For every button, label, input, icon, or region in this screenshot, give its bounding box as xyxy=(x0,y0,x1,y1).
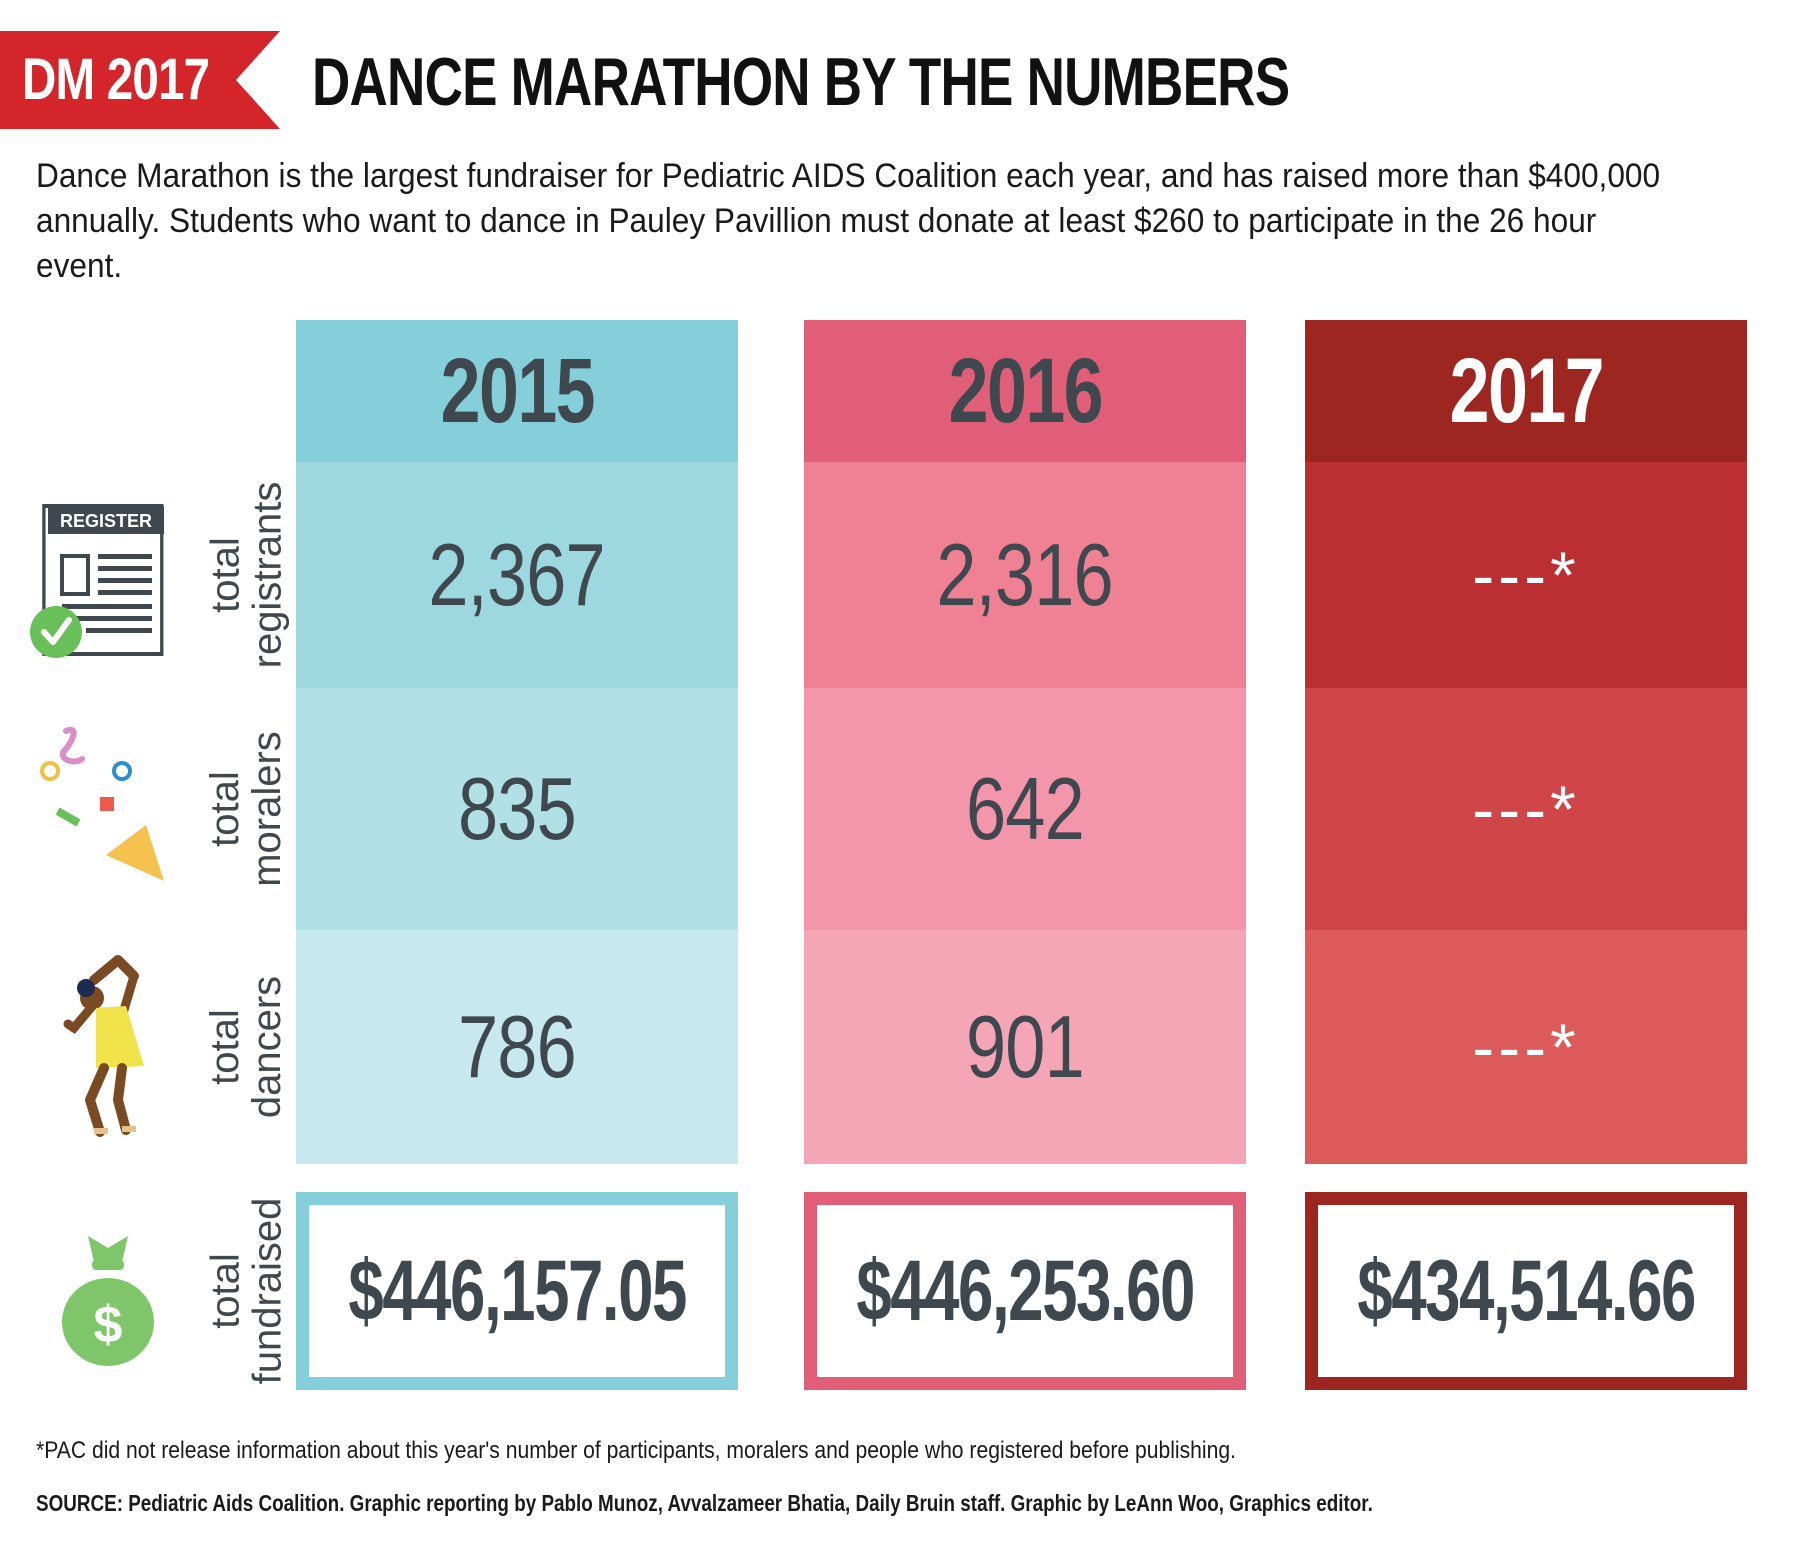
registrants-value: ---* xyxy=(1472,538,1580,612)
fundraised-value: $446,253.60 xyxy=(856,1242,1195,1339)
registrants-value: 2,367 xyxy=(428,525,606,624)
tag-label: DM 2017 xyxy=(22,47,210,112)
dancers-value: ---* xyxy=(1472,1010,1580,1084)
footnote: *PAC did not release information about t… xyxy=(36,1437,1236,1464)
cell-registrants-2017: ---* xyxy=(1305,462,1747,688)
page-title: DANCE MARATHON BY THE NUMBERS xyxy=(312,44,1290,120)
moralers-value: 642 xyxy=(966,759,1085,858)
year-label: 2015 xyxy=(440,339,595,442)
cell-registrants-2015: 2,367 xyxy=(296,462,738,688)
cell-moralers-2016: 642 xyxy=(804,688,1246,930)
moralers-value: ---* xyxy=(1472,772,1580,846)
fundraised-box-2015: $446,157.05 xyxy=(296,1192,738,1390)
cell-moralers-2017: ---* xyxy=(1305,688,1747,930)
money-bag-icon: $ xyxy=(58,1232,158,1368)
fundraised-box-2016: $446,253.60 xyxy=(804,1192,1246,1390)
fundraised-box-2017: $434,514.66 xyxy=(1305,1192,1747,1390)
registrants-value: 2,316 xyxy=(936,525,1114,624)
label-total-fundraised: total fundraised xyxy=(203,1197,290,1385)
year-header-2015: 2015 xyxy=(296,320,738,462)
year-header-2017: 2017 xyxy=(1305,320,1747,462)
dollar-sign: $ xyxy=(94,1296,123,1354)
dm-2017-tag: DM 2017 xyxy=(0,31,280,129)
column-2015: 2015 2,367 835 786 xyxy=(296,320,738,1164)
column-2017: 2017 ---* ---* ---* xyxy=(1305,320,1747,1164)
tag-ribbon-shape xyxy=(0,31,280,129)
year-header-2016: 2016 xyxy=(804,320,1246,462)
label-total-dancers: total dancers xyxy=(203,975,289,1119)
cell-dancers-2017: ---* xyxy=(1305,930,1747,1164)
cell-dancers-2016: 901 xyxy=(804,930,1246,1164)
confetti-icon xyxy=(36,725,172,885)
column-2016: 2016 2,316 642 901 xyxy=(804,320,1246,1164)
cell-moralers-2015: 835 xyxy=(296,688,738,930)
fundraised-value: $434,514.66 xyxy=(1357,1242,1696,1339)
year-label: 2017 xyxy=(1449,339,1604,442)
cell-dancers-2015: 786 xyxy=(296,930,738,1164)
label-total-moralers: total moralers xyxy=(203,731,289,887)
fundraised-value: $446,157.05 xyxy=(348,1242,687,1339)
source-credit: SOURCE: Pediatric Aids Coalition. Graphi… xyxy=(36,1490,1373,1516)
register-label: REGISTER xyxy=(60,511,152,531)
dancers-value: 901 xyxy=(966,997,1085,1096)
register-form-icon: REGISTER xyxy=(26,500,166,662)
dancers-value: 786 xyxy=(458,997,577,1096)
dancer-icon xyxy=(60,950,164,1138)
cell-registrants-2016: 2,316 xyxy=(804,462,1246,688)
label-total-registrants: total registrants xyxy=(203,481,289,669)
moralers-value: 835 xyxy=(458,759,577,858)
intro-paragraph: Dance Marathon is the largest fundraiser… xyxy=(36,157,1661,285)
year-label: 2016 xyxy=(948,339,1103,442)
